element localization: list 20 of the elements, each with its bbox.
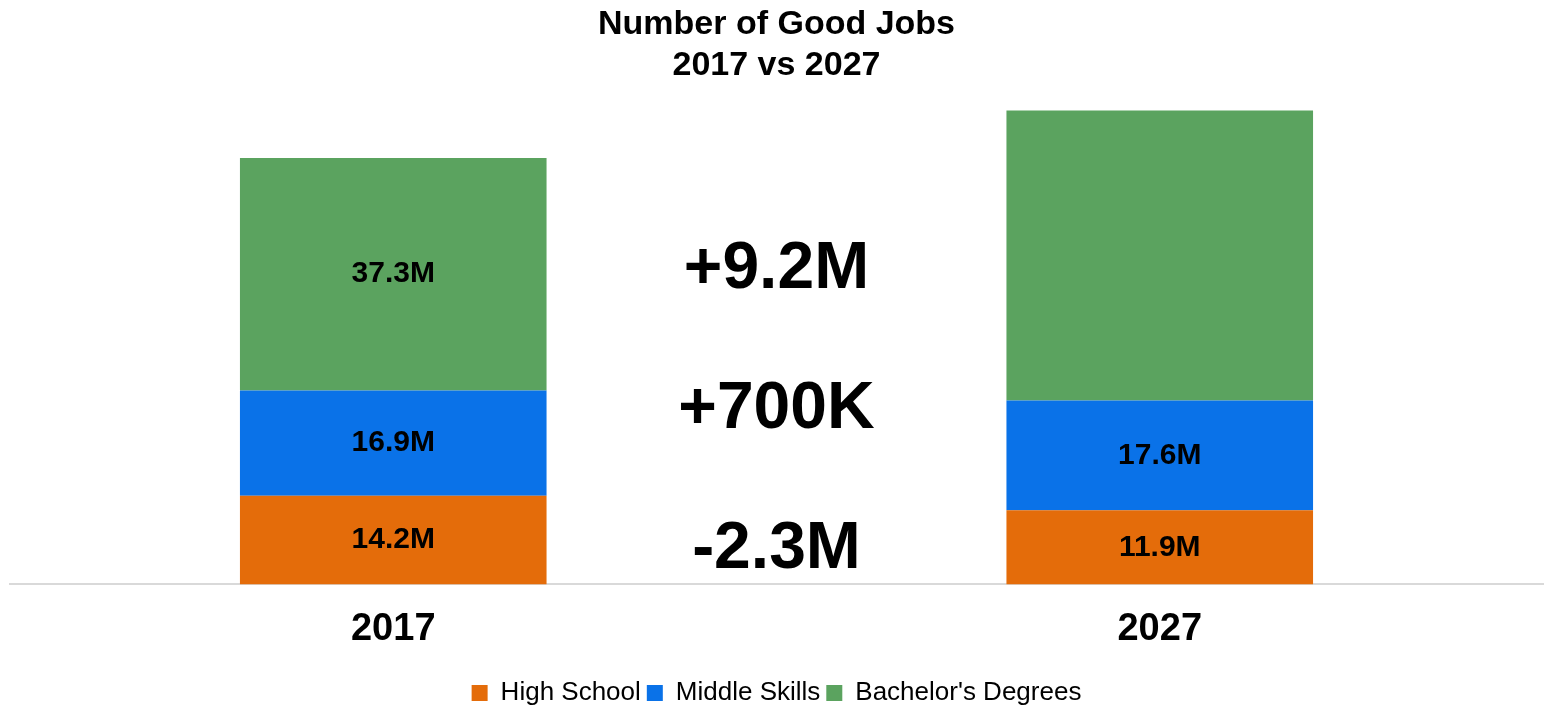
data-label: 16.9M (351, 424, 435, 458)
annotation: +9.2M (683, 228, 870, 303)
bar (239, 390, 547, 496)
bar (1006, 510, 1314, 585)
data-label: 14.2M (351, 521, 435, 555)
legend-label: Bachelor's Degrees (855, 676, 1082, 707)
x-tick-label: 2017 (350, 605, 436, 648)
bar (239, 157, 547, 391)
legend-label: High School (500, 676, 641, 707)
annotation: -2.3M (692, 507, 861, 582)
bar (1006, 400, 1314, 511)
legend-label: Middle Skills (675, 676, 821, 707)
chart-title: Number of Good Jobs 2017 vs 2027 (598, 2, 955, 82)
data-label: 17.6M (1118, 436, 1202, 470)
annotation: +700K (678, 368, 875, 443)
data-label: 11.9M (1118, 528, 1201, 562)
x-tick-label: 2027 (1117, 605, 1203, 648)
bar (1006, 110, 1314, 401)
data-label: 37.3M (351, 255, 435, 289)
bar (239, 495, 547, 585)
